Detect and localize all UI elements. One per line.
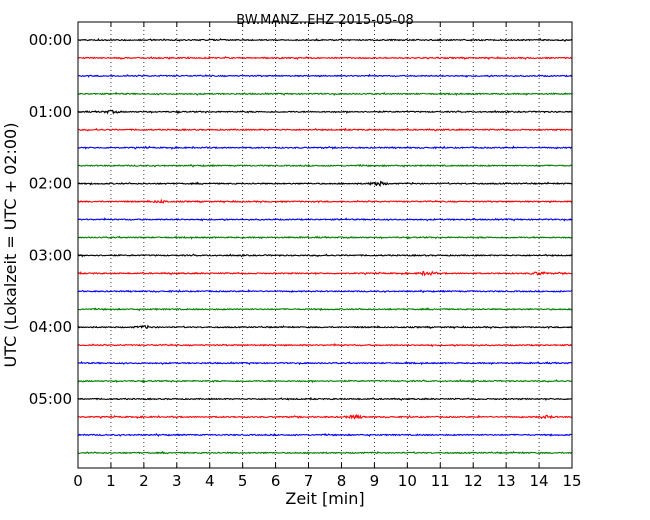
trace-line-6	[77, 145, 573, 150]
x-axis: 0 1 2 3 4 5 6 7 8 9 10 11 12 13 14 15	[73, 22, 582, 490]
y-tick-label: 03:00	[29, 246, 72, 264]
trace-line-21	[77, 413, 573, 420]
x-tick-label: 10	[398, 472, 417, 490]
trace-line-8	[77, 180, 573, 188]
trace-line-14	[77, 289, 573, 294]
y-tick-label: 01:00	[29, 103, 72, 121]
x-tick-label: 11	[431, 472, 450, 490]
x-axis-label: Zeit [min]	[285, 489, 364, 508]
trace-line-20	[77, 396, 573, 401]
y-tick-label: 00:00	[29, 31, 72, 49]
x-tick-label: 9	[370, 472, 380, 490]
x-tick-label: 14	[530, 472, 549, 490]
y-axis-label: UTC (Lokalzeit = UTC + 02:00)	[1, 123, 20, 368]
trace-line-9	[77, 198, 573, 204]
trace-line-2	[77, 73, 573, 78]
trace-line-10	[77, 217, 573, 222]
x-tick-label: 15	[562, 472, 581, 490]
trace-line-16	[77, 324, 573, 330]
trace-line-0	[77, 37, 573, 43]
trace-line-15	[77, 307, 573, 312]
trace-line-5	[77, 127, 573, 132]
x-tick-label: 0	[73, 472, 83, 490]
trace-line-22	[77, 432, 573, 438]
y-tick-label: 04:00	[29, 318, 72, 336]
plot-frame	[77, 21, 573, 469]
grid-lines	[110, 22, 540, 468]
x-tick-label: 6	[271, 472, 281, 490]
trace-line-19	[77, 378, 573, 384]
trace-line-3	[77, 91, 573, 97]
trace-line-23	[77, 450, 573, 455]
x-tick-label: 5	[238, 472, 248, 490]
trace-line-1	[77, 55, 573, 61]
chart-title: BW.MANZ..EHZ 2015-05-08	[236, 13, 414, 28]
trace-line-11	[77, 235, 573, 240]
trace-line-4	[77, 109, 573, 115]
x-tick-label: 12	[464, 472, 483, 490]
y-tick-label: 02:00	[29, 175, 72, 193]
x-tick-label: 4	[205, 472, 215, 490]
x-tick-label: 2	[139, 472, 149, 490]
x-tick-label: 1	[106, 472, 116, 490]
trace-line-17	[77, 342, 573, 348]
x-tick-label: 8	[337, 472, 347, 490]
x-tick-label: 13	[497, 472, 516, 490]
x-tick-label: 3	[172, 472, 182, 490]
y-axis: 00:00 01:00 02:00 03:00 04:00 05:00	[29, 31, 572, 408]
y-tick-label: 05:00	[29, 390, 72, 408]
x-tick-label: 7	[304, 472, 314, 490]
trace-line-13	[77, 270, 573, 277]
trace-line-18	[77, 360, 573, 366]
trace-line-12	[77, 253, 573, 258]
traces	[77, 37, 573, 455]
trace-line-7	[77, 163, 573, 168]
